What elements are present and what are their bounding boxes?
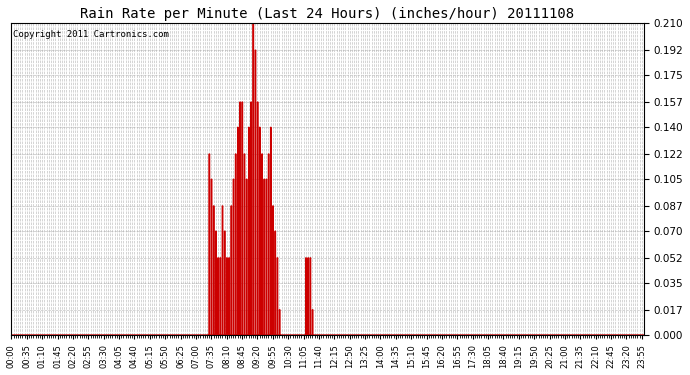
Title: Rain Rate per Minute (Last 24 Hours) (inches/hour) 20111108: Rain Rate per Minute (Last 24 Hours) (in… <box>81 7 575 21</box>
Text: Copyright 2011 Cartronics.com: Copyright 2011 Cartronics.com <box>12 30 168 39</box>
